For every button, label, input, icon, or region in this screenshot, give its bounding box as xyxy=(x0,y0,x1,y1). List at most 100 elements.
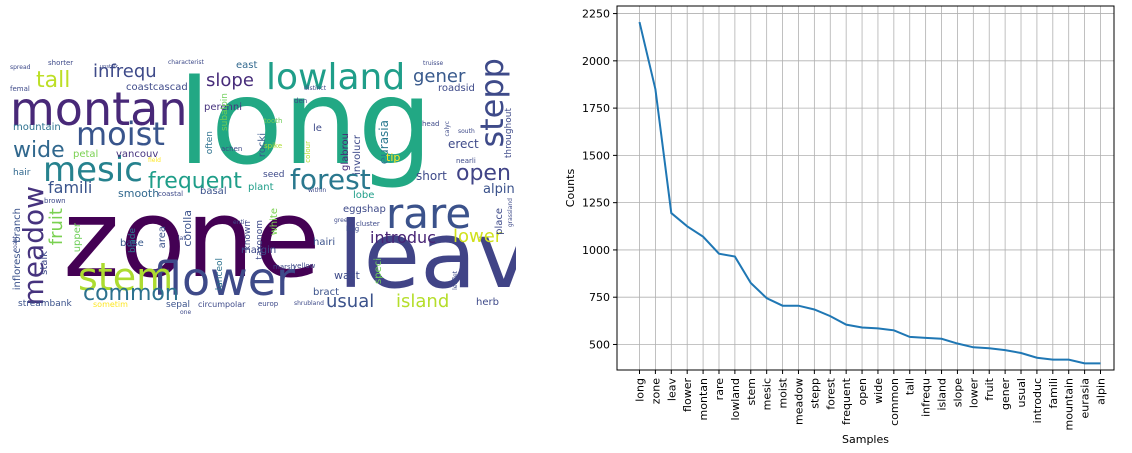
word-cloud-word: smooth xyxy=(118,187,160,200)
word-cloud-word: stem xyxy=(78,255,174,299)
y-tick-label: 1000 xyxy=(582,244,610,257)
word-cloud-word: flower xyxy=(153,252,295,306)
word-cloud-word: common xyxy=(83,281,179,306)
word-cloud-word: south xyxy=(458,128,475,135)
x-tick-label: leav xyxy=(665,378,678,402)
x-tick-label: introduc xyxy=(1031,378,1044,423)
x-axis-ticks: long zone leav flower montan rare lowland stem m… xyxy=(634,370,1108,430)
y-tick-label: 2250 xyxy=(582,8,610,21)
x-tick-label: montan xyxy=(697,378,710,420)
y-tick-label: 750 xyxy=(589,291,610,304)
word-cloud-word: east xyxy=(236,60,258,71)
word-cloud-word: usual xyxy=(326,291,375,312)
y-axis-label: Counts xyxy=(564,169,577,208)
y-tick-label: 1500 xyxy=(582,149,610,162)
word-cloud-word: nearli xyxy=(456,157,476,165)
word-cloud-word: streambank xyxy=(18,299,72,309)
word-cloud-word: moist xyxy=(76,115,165,153)
word-cloud-word: rare xyxy=(386,189,472,238)
word-cloud-word: roadsid xyxy=(438,83,475,94)
x-tick-label: flower xyxy=(681,378,694,412)
word-cloud-word: margin xyxy=(241,245,277,256)
word-cloud-word: leav xyxy=(338,202,516,309)
word-cloud-word: herb xyxy=(476,297,499,308)
word-cloud-word: wast xyxy=(334,269,360,282)
word-cloud-word: coastal xyxy=(158,190,184,198)
word-cloud-word: head xyxy=(422,120,440,128)
x-tick-label: tall xyxy=(904,378,917,395)
x-tick-label: eurasia xyxy=(1079,378,1092,419)
word-cloud-word: wide xyxy=(13,138,65,163)
word-cloud-word: montan xyxy=(10,82,188,136)
word-cloud-word: characterist xyxy=(168,59,204,66)
word-cloud-word: lowland xyxy=(266,58,406,98)
x-tick-label: moist xyxy=(777,377,790,408)
word-cloud-word: slope xyxy=(206,70,254,91)
word-cloud-word: le xyxy=(313,123,322,134)
word-cloud-word: shorter xyxy=(48,59,74,67)
x-tick-label: common xyxy=(888,378,901,426)
word-cloud-word: den xyxy=(294,97,308,105)
x-tick-label: infrequ xyxy=(920,378,933,417)
word-cloud-word: erect xyxy=(448,137,479,151)
word-cloud-word: hair xyxy=(13,168,31,178)
word-cloud-word: spike xyxy=(264,142,283,150)
word-cloud-word: perenni xyxy=(204,102,242,113)
word-cloud-word: cluster xyxy=(356,220,380,228)
x-tick-label: frequent xyxy=(840,377,853,425)
word-cloud-word: sometim xyxy=(93,300,128,309)
word-cloud-word: tooth xyxy=(264,117,283,125)
word-cloud-word: achen xyxy=(221,145,243,153)
x-tick-label: gener xyxy=(999,378,1012,410)
word-cloud-word: bract xyxy=(313,287,340,298)
word-cloud-word: entir xyxy=(233,219,247,226)
word-cloud-word: seed xyxy=(263,170,285,180)
word-cloud-word: lat xyxy=(178,235,186,242)
word-cloud-word: unstalk xyxy=(100,64,119,70)
word-cloud-word: base xyxy=(120,238,144,249)
x-tick-label: open xyxy=(856,378,869,405)
word-cloud-word: mesic xyxy=(43,150,143,190)
word-cloud-word: femal xyxy=(10,85,30,93)
word-cloud-word: tip xyxy=(386,151,401,164)
plot-frame xyxy=(616,5,1115,371)
word-cloud-word: alpin xyxy=(483,182,515,197)
word-cloud-word: green xyxy=(334,217,352,224)
x-tick-label: island xyxy=(936,378,949,411)
word-cloud-word: within xyxy=(308,187,327,194)
x-tick-label: usual xyxy=(1015,378,1028,407)
word-cloud-word: tall xyxy=(36,68,71,93)
x-tick-label: lowland xyxy=(729,378,742,421)
word-cloud-word: plant xyxy=(248,182,274,193)
word-cloud-word: open xyxy=(456,161,511,186)
word-cloud-word: famili xyxy=(48,178,93,197)
x-tick-label: famili xyxy=(1047,378,1060,409)
chart-grid xyxy=(617,6,1114,370)
x-tick-label: meadow xyxy=(792,378,805,425)
x-tick-label: alpin xyxy=(1095,378,1108,405)
word-cloud-word: short xyxy=(416,169,447,183)
word-cloud-word: sepal xyxy=(166,300,190,310)
word-cloud-word: long xyxy=(178,58,433,191)
x-tick-label: forest xyxy=(824,377,837,409)
x-axis-label: Samples xyxy=(842,433,889,446)
x-tick-label: stem xyxy=(745,378,758,406)
word-cloud-word: island xyxy=(396,291,450,312)
y-tick-label: 1250 xyxy=(582,197,610,210)
x-tick-label: long xyxy=(634,378,647,402)
x-tick-label: mountain xyxy=(1063,378,1076,430)
word-cloud-word: forest xyxy=(290,163,371,196)
word-cloud-word: one xyxy=(180,309,192,315)
word-cloud-word: europ xyxy=(258,300,279,308)
x-tick-label: fruit xyxy=(983,377,996,400)
word-cloud-word: coastcascad xyxy=(126,82,188,93)
word-cloud-word: eggshap xyxy=(343,204,386,215)
word-cloud-word: frequent xyxy=(148,169,242,194)
y-tick-label: 500 xyxy=(589,338,610,351)
word-cloud-word: petal xyxy=(73,149,99,160)
y-tick-label: 1750 xyxy=(582,102,610,115)
word-cloud-word: vancouv xyxy=(116,149,159,160)
word-cloud-word: lower xyxy=(453,226,503,247)
word-cloud: long zone leav montan flower lowland rare stem m… xyxy=(8,58,516,314)
